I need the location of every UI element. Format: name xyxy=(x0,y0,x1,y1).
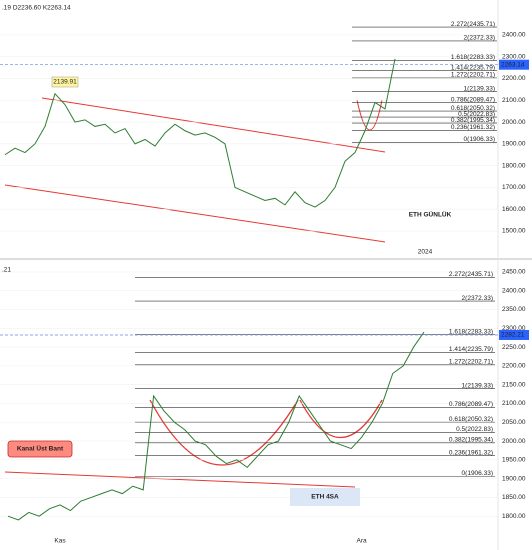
y-tick-label: 2200.00 xyxy=(502,75,526,82)
fib-label: 0.786(2089.47) xyxy=(451,96,495,103)
y-tick-label: 1900.00 xyxy=(502,141,526,148)
annotation: ETH GÜNLÜK xyxy=(409,210,452,219)
price-tag-box xyxy=(499,59,529,70)
callout-box xyxy=(51,76,79,88)
fib-label: 0.382(1995.34) xyxy=(449,437,493,444)
y-tick-label: 1900.00 xyxy=(502,475,526,482)
fib-label: 0(1906.33) xyxy=(464,136,495,143)
y-tick-label: 2200.00 xyxy=(502,363,526,370)
fib-label: 0.618(2050.32) xyxy=(449,416,493,423)
y-tick-label: 2150.00 xyxy=(502,381,526,388)
y-tick-label: 2350.00 xyxy=(502,306,526,313)
y-tick-label: 2000.00 xyxy=(502,438,526,445)
y-tick-label: 1850.00 xyxy=(502,494,526,501)
channel-line xyxy=(4,184,386,243)
price-tag: 2282.21 xyxy=(501,332,525,339)
y-tick-label: 2100.00 xyxy=(502,400,526,407)
y-tick-label: 2000.00 xyxy=(502,119,526,126)
annotation-box xyxy=(290,488,360,506)
price-tag: 2263.14 xyxy=(501,61,525,68)
x-tick-label: Ara xyxy=(357,538,368,545)
annotation: ETH 4SA xyxy=(311,494,339,501)
callout: Kanal Üst Bant xyxy=(17,444,64,453)
fib-label: 0(1906.33) xyxy=(462,470,493,477)
fib-label: 1(2139.33) xyxy=(462,382,493,389)
cup-curve xyxy=(299,399,383,439)
x-tick-label: Kas xyxy=(54,538,66,545)
callout: 2139.91 xyxy=(53,79,77,86)
price-line xyxy=(7,331,425,521)
cup-curve xyxy=(149,399,299,466)
fib-label: 1.414(2235.79) xyxy=(449,346,493,353)
x-tick-label: 2024 xyxy=(418,249,433,256)
y-tick-label: 1700.00 xyxy=(502,184,526,191)
fib-label: 0.786(2089.47) xyxy=(449,401,493,408)
fib-label: 0.382(1995.34) xyxy=(451,117,495,124)
y-tick-label: 2300.00 xyxy=(502,53,526,60)
fib-label: 0.236(1961.32) xyxy=(451,124,495,131)
fib-label: 2(2372.33) xyxy=(462,295,493,302)
y-tick-label: 1500.00 xyxy=(502,228,526,235)
y-tick-label: 1800.00 xyxy=(502,162,526,169)
y-tick-label: 2250.00 xyxy=(502,344,526,351)
fib-label: 0.5(2022.83) xyxy=(456,426,493,433)
fib-label: 2.272(2435.71) xyxy=(449,271,493,278)
fib-label: 1(2139.33) xyxy=(464,85,495,92)
fib-label: 0.618(2050.32) xyxy=(451,105,495,112)
y-tick-label: 2100.00 xyxy=(502,97,526,104)
fib-label: 1.272(2202.71) xyxy=(449,359,493,366)
y-tick-label: 1950.00 xyxy=(502,457,526,464)
header: .21 xyxy=(2,267,11,274)
fib-label: 0.236(1961.32) xyxy=(449,449,493,456)
fib-label: 1.272(2202.71) xyxy=(451,72,495,79)
y-tick-label: 2400.00 xyxy=(502,32,526,39)
y-tick-label: 2050.00 xyxy=(502,419,526,426)
y-tick-label: 2450.00 xyxy=(502,269,526,276)
channel-line xyxy=(41,97,386,153)
callout-box xyxy=(7,440,73,458)
fib-label: 1.618(2283.33) xyxy=(449,328,493,335)
fib-label: 2(2372.33) xyxy=(464,35,495,42)
y-tick-label: 2400.00 xyxy=(502,287,526,294)
y-tick-label: 1600.00 xyxy=(502,206,526,213)
price-line xyxy=(4,58,396,208)
channel-line xyxy=(4,471,356,488)
fib-label: 1.618(2283.33) xyxy=(451,54,495,61)
y-tick-label: 2300.00 xyxy=(502,325,526,332)
fib-label: 1.414(2235.79) xyxy=(451,64,495,71)
fib-label: 0.5(2022.83) xyxy=(458,111,495,118)
header: .19 D2236.60 K2263.14 xyxy=(2,5,71,12)
y-tick-label: 1800.00 xyxy=(502,513,526,520)
price-tag-box xyxy=(499,329,529,340)
fib-label: 2.272(2435.71) xyxy=(451,21,495,28)
